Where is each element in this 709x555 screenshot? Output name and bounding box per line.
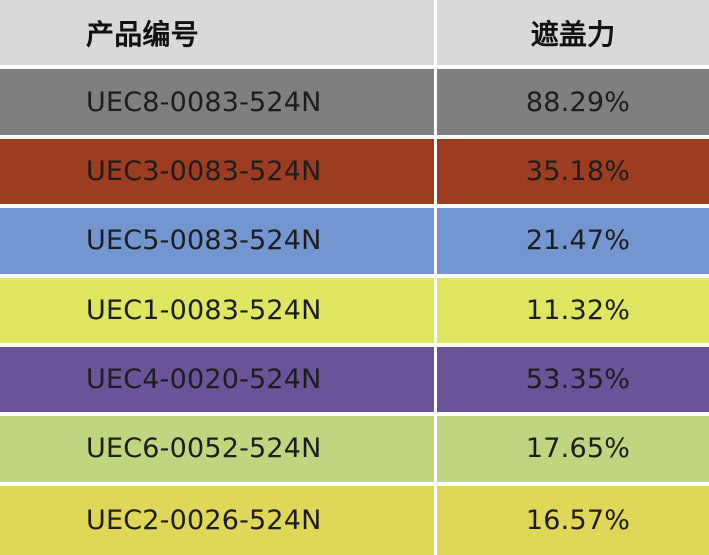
header-product-code: 产品编号 [0,0,437,70]
row-1-code: UEC8-0083-524N [0,69,437,139]
row-7-code: UEC2-0026-524N [0,485,437,555]
row-3-value: 21.47% [437,208,709,278]
row-6-value: 17.65% [437,416,709,486]
row-2-code: UEC3-0083-524N [0,138,437,209]
row-4-value: 11.32% [437,277,709,347]
row-6-code: UEC6-0052-524N [0,416,437,486]
row-5-value: 53.35% [437,346,709,417]
row-7-value: 16.57% [437,485,709,555]
row-3-code: UEC5-0083-524N [0,208,437,278]
row-1-value: 88.29% [437,69,709,139]
row-5-code: UEC4-0020-524N [0,346,437,417]
row-2-value: 35.18% [437,138,709,209]
header-hiding-power: 遮盖力 [437,0,709,70]
row-4-code: UEC1-0083-524N [0,277,437,347]
